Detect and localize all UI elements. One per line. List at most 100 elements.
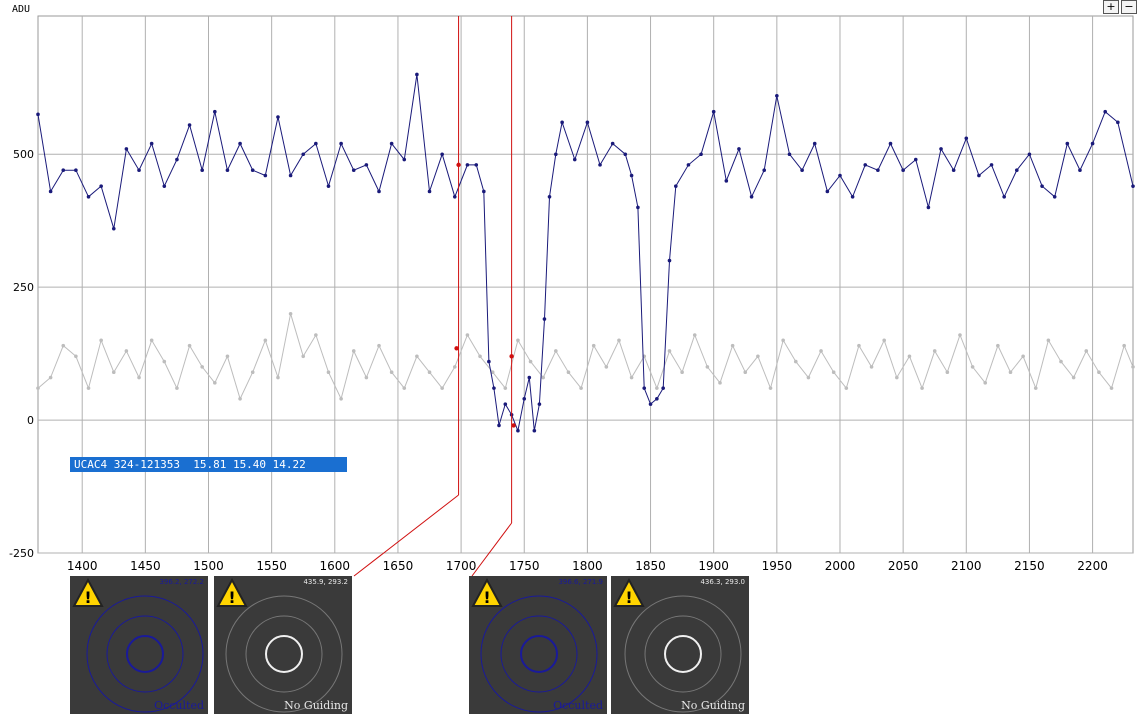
comparison-data-point [74,354,78,359]
comparison-data-point [604,365,609,369]
comparison-data-point [490,370,495,375]
comparison-data-point [162,359,167,364]
comparison-data-point [250,370,255,375]
y-axis-label: ADU [12,4,31,15]
target-data-point [1015,168,1019,172]
target-data-point [465,163,470,167]
comparison-data-point [629,375,634,380]
comparison-data-point [793,359,798,364]
x-tick-label: 2050 [888,559,919,573]
target-data-point [1065,141,1070,146]
target-data-point [326,184,331,188]
target-data-point [838,173,842,178]
target-data-point [560,120,564,125]
target-data-point [74,168,78,172]
target-data-point [527,375,532,380]
comparison-data-point [137,375,141,380]
target-data-point [162,184,167,188]
plot-area [37,15,1134,554]
light-curve-chart[interactable]: 1400 1450 1500 1550 1600 1650 1700 1750 1800 1850… [0,0,1140,582]
target-data-point [474,163,479,167]
marker-point [456,162,461,168]
comparison-data-point [895,375,899,380]
comparison-data-point [48,375,53,380]
star-aperture-rings [86,595,204,713]
zoom-out-button[interactable]: − [1121,0,1137,14]
target-data-point [492,386,496,390]
comparison-data-point [276,375,280,380]
target-data-point [888,141,893,146]
comparison-data-point [415,354,419,359]
comparison-data-point [591,343,596,348]
target-data-point [537,402,542,406]
comparison-data-point [314,333,318,337]
comparison-data-point [554,349,558,353]
target-data-point [516,428,520,433]
x-tick-label: 2000 [825,559,856,573]
target-data-point [377,189,381,194]
comparison-data-point [932,349,937,353]
comparison-data-point [478,354,482,359]
target-data-point [487,359,491,364]
x-tick-label: 1950 [762,559,793,573]
svg-text:!: ! [84,588,91,607]
chart-svg[interactable]: 1400 1450 1500 1550 1600 1650 1700 1750 1800 1850… [0,0,1140,582]
target-data-point [389,141,394,146]
target-data-point [674,184,678,188]
target-data-point [661,386,665,390]
target-data-point [629,173,634,178]
svg-text:!: ! [483,588,490,607]
target-data-point [364,163,369,167]
comparison-data-point [1122,343,1126,348]
thumbnail-frame[interactable]: ! 396.6, 271.9 Occulted [469,576,607,714]
comparison-data-point [996,343,1000,348]
comparison-data-point [238,397,242,401]
comparison-data-point [1008,370,1013,375]
comparison-data-point [819,349,823,353]
target-data-point [276,115,280,119]
y-tick-label: 500 [13,148,34,161]
target-series-line [37,74,1134,433]
target-data-point [572,157,577,162]
thumbnail-frame[interactable]: ! 435.9, 293.2 No Guiding [214,576,352,714]
target-data-point [642,386,647,390]
comparison-data-point [579,386,583,390]
comparison-data-point [743,370,748,375]
comparison-data-point [175,386,179,390]
target-data-point [825,189,830,194]
comparison-data-point [869,365,874,369]
comparison-data-point [389,370,394,375]
comparison-data-point [528,359,533,364]
target-data-point [522,397,527,401]
target-data-point [989,163,994,167]
marker-point [511,423,516,428]
comparison-data-point [958,333,962,337]
comparison-data-point [440,386,444,390]
comparison-data-point [61,343,66,348]
thumbnail-coords: 396.2, 272.2 [159,578,204,586]
comparison-data-point [187,343,192,348]
comparison-data-point [288,311,293,316]
comparison-data-point [655,386,659,390]
comparison-data-point [844,386,849,390]
warning-icon: ! [216,578,248,607]
target-data-point [554,152,558,157]
comparison-data-point [882,338,886,343]
comparison-data-point [983,381,988,385]
comparison-data-point [970,365,975,369]
comparison-data-point [617,338,621,343]
target-data-point [497,423,501,428]
comparison-data-point [86,386,91,390]
thumbnail-frame[interactable]: ! 396.2, 272.2 Occulted [70,576,208,714]
thumbnail-strip: ! 396.2, 272.2 Occulted ! 435.9, 293.2 N… [0,576,1140,720]
thumbnail-frame[interactable]: ! 436.3, 293.0 No Guiding [611,576,749,714]
target-data-point [440,152,444,157]
target-data-point [250,168,255,172]
svg-text:!: ! [625,588,632,607]
target-data-point [667,258,672,263]
zoom-in-button[interactable]: + [1103,0,1119,14]
x-tick-label: 2200 [1077,559,1108,573]
thumbnail-status: No Guiding [681,699,745,712]
comparison-data-point [667,349,672,353]
comparison-data-point [213,381,217,385]
